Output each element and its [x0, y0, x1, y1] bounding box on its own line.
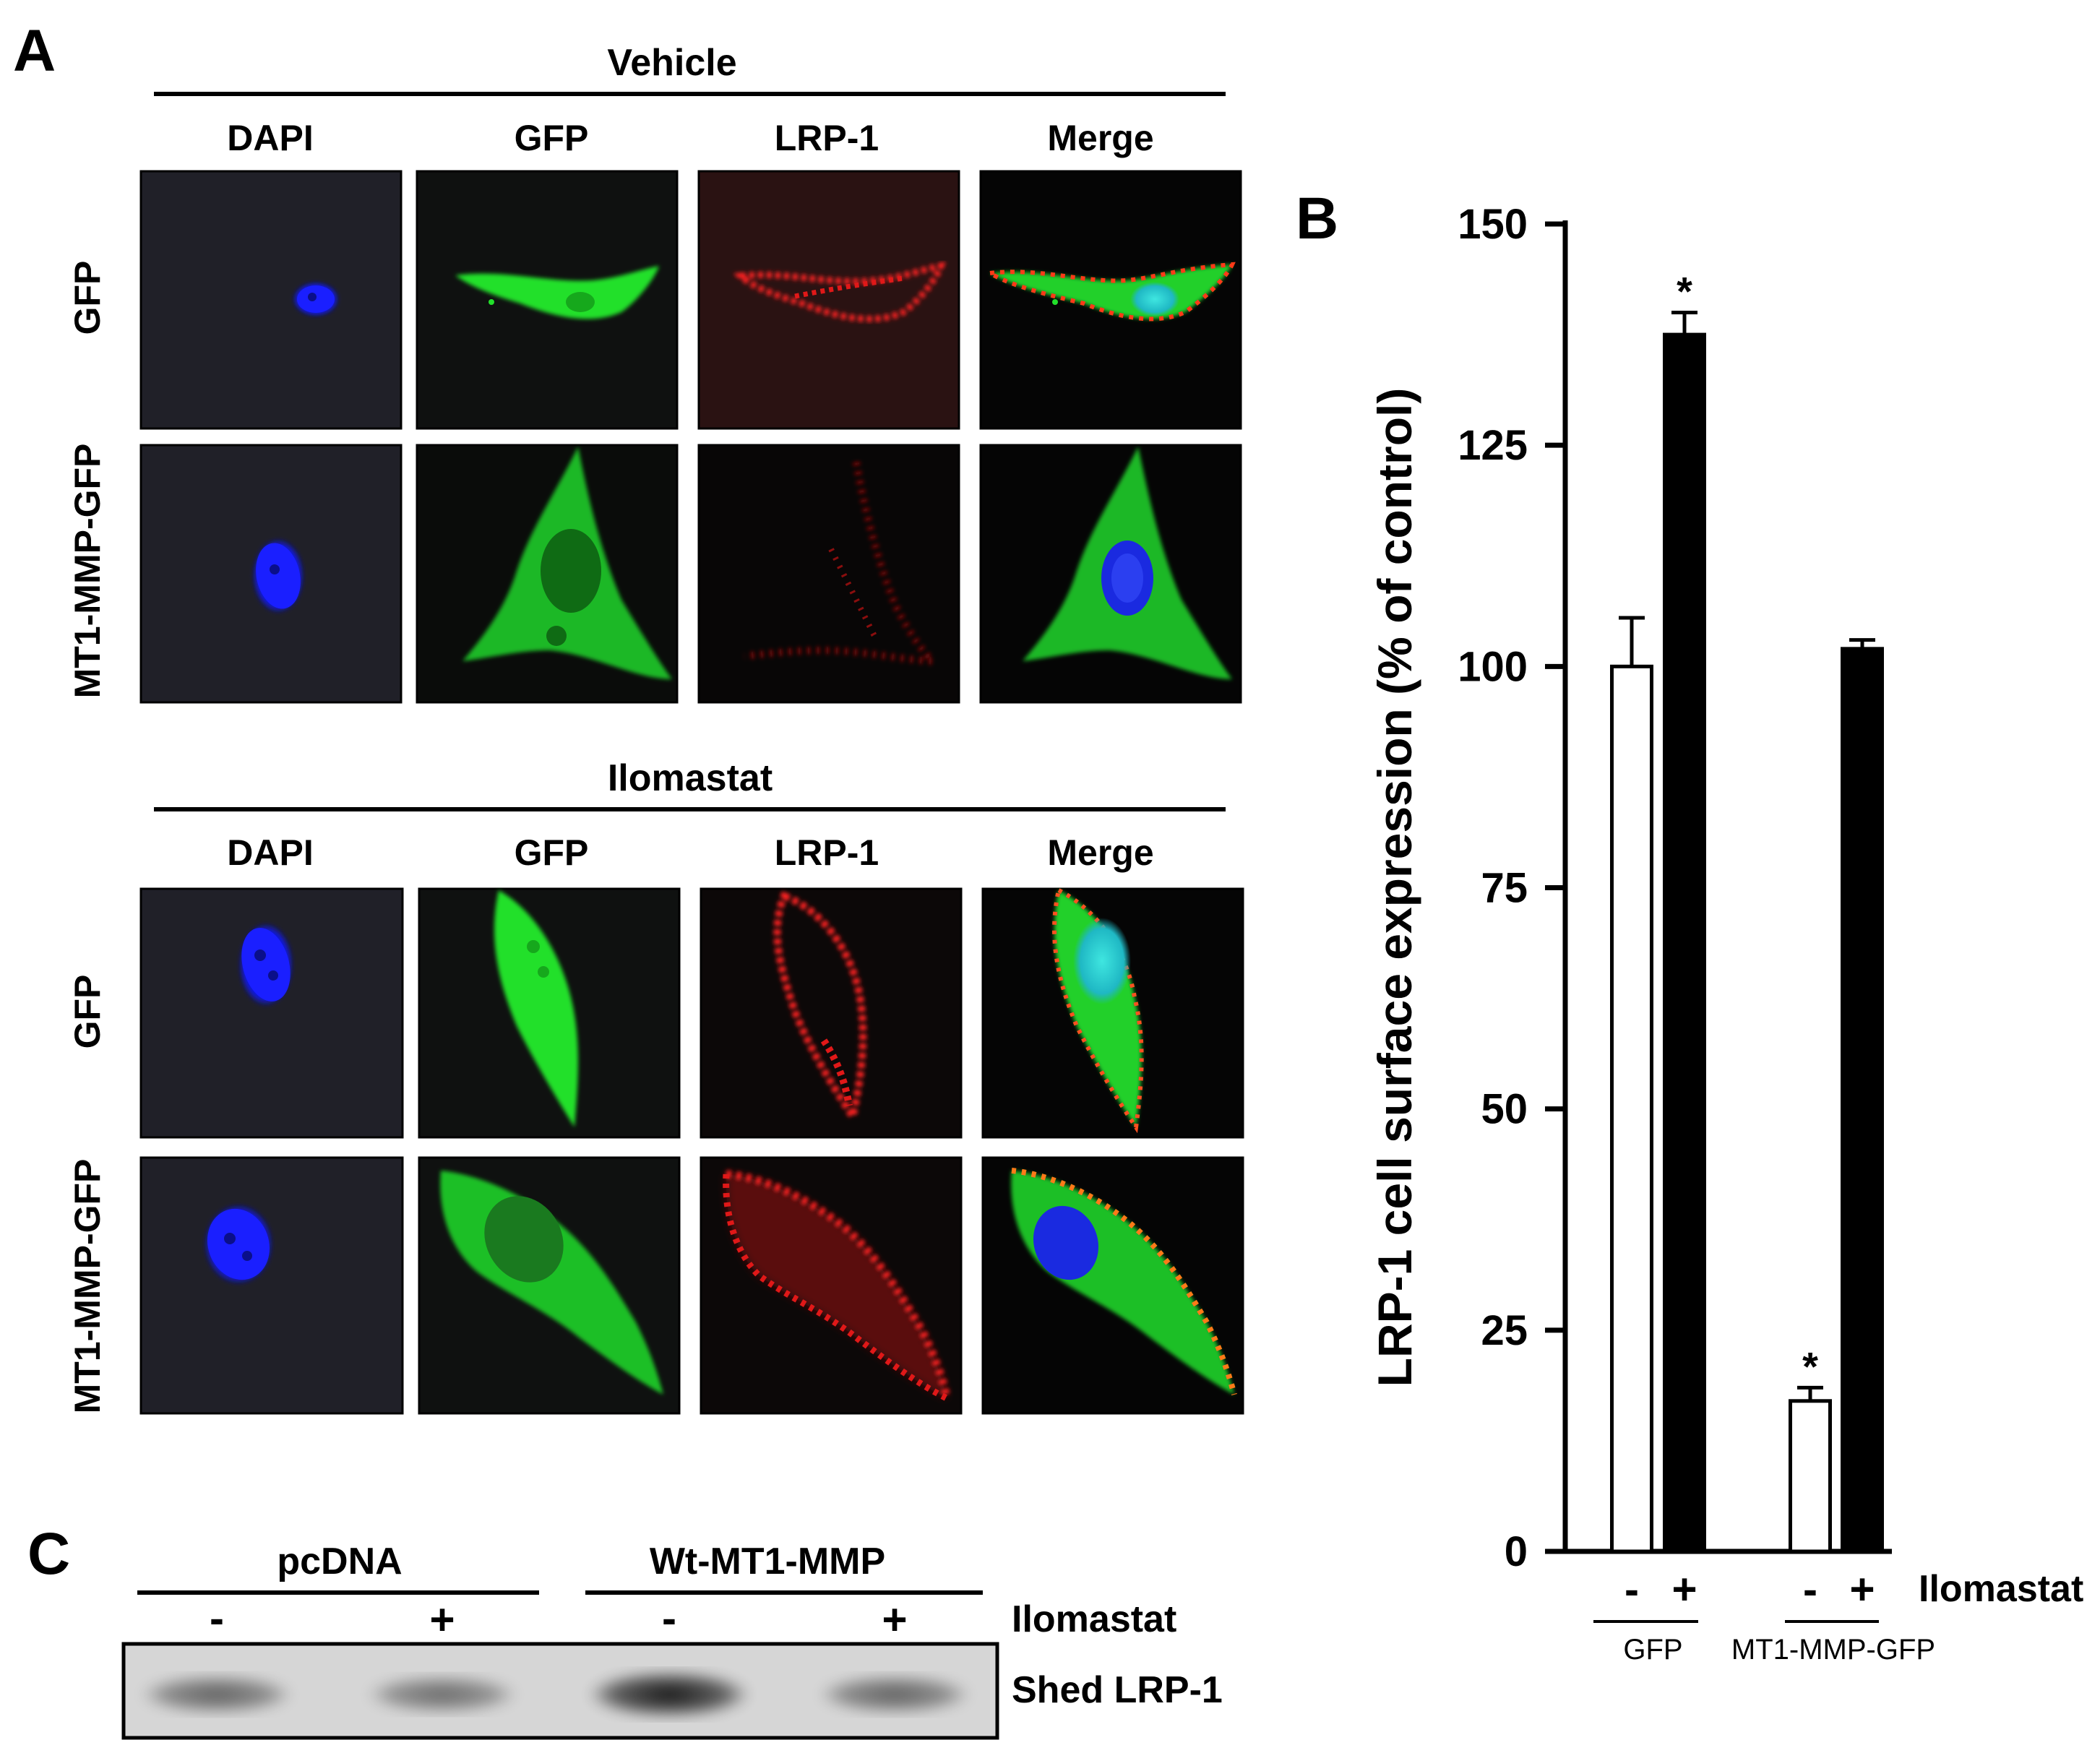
micrograph-vehicle-gfp-lrp1	[697, 170, 960, 430]
western-lane-sign: +	[429, 1595, 455, 1644]
x-sign-label: -	[1803, 1565, 1817, 1614]
y-tick-label: 150	[1458, 201, 1528, 248]
western-band-label: Shed LRP-1	[1012, 1669, 1223, 1711]
bar-chart: LRP-1 cell surface expression (% of cont…	[1368, 201, 2083, 1666]
ilomastat-title: Ilomastat	[608, 757, 773, 799]
micrograph-ilomastat-gfp-merge	[981, 887, 1244, 1139]
western-lane-sign: -	[210, 1594, 224, 1642]
blot-band	[366, 1676, 518, 1713]
y-tick-label: 50	[1481, 1086, 1528, 1133]
y-tick-label: 25	[1481, 1307, 1528, 1354]
y-tick-label: 125	[1458, 422, 1528, 469]
western-lane-sign: -	[662, 1594, 676, 1642]
y-tick-label: 100	[1458, 643, 1528, 690]
x-ilomastat-label: Ilomastat	[1919, 1568, 2083, 1610]
micrograph-vehicle-gfp-merge	[979, 170, 1242, 430]
panel-b-letter: B	[1296, 186, 1338, 251]
vehicle-row-mt1mmp: MT1-MMP-GFP	[67, 444, 108, 699]
group-label: GFP	[1623, 1634, 1682, 1666]
blot-band	[588, 1671, 751, 1718]
ilomastat-col-gfp: GFP	[515, 832, 589, 873]
micrograph-vehicle-mt1mmp-dapi	[139, 444, 403, 704]
ilomastat-row-gfp: GFP	[67, 975, 108, 1049]
vehicle-col-gfp: GFP	[515, 118, 589, 158]
micrograph-vehicle-mt1mmp-gfp	[416, 444, 679, 704]
y-tick-label: 0	[1505, 1528, 1528, 1575]
western-blot	[121, 1642, 999, 1740]
western-group-wt-mt1mmp: Wt-MT1-MMP	[650, 1541, 885, 1582]
ilomastat-row-mt1mmp: MT1-MMP-GFP	[67, 1159, 108, 1414]
blot-band	[818, 1675, 971, 1714]
micrograph-ilomastat-gfp-lrp1	[700, 887, 963, 1139]
bar-mt1-mmp-gfp-minus	[1789, 1399, 1832, 1554]
panel-c-letter: C	[27, 1521, 70, 1587]
ilomastat-col-dapi: DAPI	[227, 832, 313, 873]
y-axis-label: LRP-1 cell surface expression (% of cont…	[1368, 388, 1421, 1387]
micrograph-ilomastat-mt1mmp-lrp1	[700, 1156, 963, 1415]
micrograph-ilomastat-gfp-gfp	[418, 887, 681, 1139]
micrograph-vehicle-gfp-gfp	[416, 170, 679, 430]
micrograph-vehicle-mt1mmp-merge	[979, 444, 1242, 704]
micrograph-ilomastat-mt1mmp-merge	[981, 1156, 1244, 1415]
x-sign-label: -	[1625, 1565, 1639, 1614]
western-lane-sign: +	[882, 1595, 907, 1644]
micrograph-vehicle-mt1mmp-lrp1	[697, 444, 960, 704]
micrograph-ilomastat-mt1mmp-dapi	[139, 1156, 404, 1415]
ilomastat-col-lrp1: LRP-1	[775, 832, 879, 873]
vehicle-title: Vehicle	[607, 42, 736, 84]
y-tick-label: 75	[1481, 865, 1528, 912]
x-sign-label: +	[1849, 1565, 1875, 1614]
panel-a-letter: A	[13, 18, 56, 84]
bar-mt1-mmp-gfp-plus	[1841, 647, 1884, 1554]
blot-band	[140, 1675, 293, 1714]
western-group-pcdna: pcDNA	[277, 1541, 402, 1582]
vehicle-col-dapi: DAPI	[227, 118, 313, 158]
vehicle-col-lrp1: LRP-1	[775, 118, 879, 158]
x-sign-label: +	[1671, 1565, 1697, 1614]
vehicle-col-merge: Merge	[1047, 118, 1153, 158]
micrograph-ilomastat-gfp-dapi	[139, 887, 404, 1139]
micrograph-ilomastat-mt1mmp-gfp	[418, 1156, 681, 1415]
western-ilomastat-label: Ilomastat	[1012, 1598, 1176, 1640]
ilomastat-col-merge: Merge	[1047, 832, 1153, 873]
significance-star: *	[1802, 1343, 1818, 1389]
micrograph-vehicle-gfp-dapi	[139, 170, 403, 430]
bar-gfp-plus	[1663, 332, 1706, 1554]
group-label: MT1-MMP-GFP	[1731, 1634, 1935, 1666]
significance-star: *	[1677, 268, 1692, 314]
vehicle-row-gfp: GFP	[67, 261, 108, 335]
bar-gfp-minus	[1610, 664, 1653, 1554]
